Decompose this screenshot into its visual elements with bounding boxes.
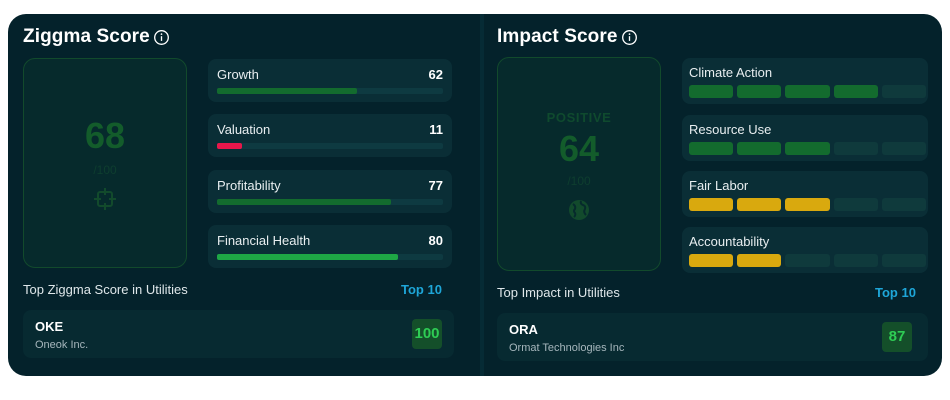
company-score-badge: 100 bbox=[412, 319, 442, 349]
impact-segments bbox=[689, 198, 927, 211]
metric-profitability[interactable]: Profitability 77 bbox=[208, 170, 452, 213]
metric-value: 11 bbox=[429, 122, 443, 137]
metric-bar-fill bbox=[217, 88, 358, 94]
company-score-badge: 87 bbox=[882, 322, 912, 352]
impact-score-box: POSITIVE 64 /100 bbox=[497, 57, 661, 271]
impact-segments bbox=[689, 85, 927, 98]
top-company-row[interactable]: OKE Oneok Inc. 100 bbox=[23, 310, 454, 358]
impact-rating: POSITIVE bbox=[546, 110, 612, 125]
impact-score-denominator: /100 bbox=[567, 174, 591, 188]
panel-divider bbox=[480, 14, 484, 376]
ziggma-title-row: Ziggma Score bbox=[23, 26, 170, 48]
segment bbox=[785, 198, 830, 211]
impact-score-panel: Impact Score POSITIVE 64 /100 Climate Ac… bbox=[484, 14, 942, 376]
ziggma-score-box: 68 /100 bbox=[23, 58, 187, 268]
metric-bar-track bbox=[217, 143, 443, 149]
segment bbox=[737, 142, 782, 155]
metric-financial-health[interactable]: Financial Health 80 bbox=[208, 225, 452, 268]
impact-metric-label: Climate Action bbox=[689, 65, 773, 80]
metric-growth[interactable]: Growth 62 bbox=[208, 59, 452, 102]
impact-metric-fair-labor[interactable]: Fair Labor bbox=[682, 171, 928, 217]
impact-segments bbox=[689, 254, 927, 267]
metric-bar-fill bbox=[217, 254, 398, 260]
ziggma-score-title: Ziggma Score bbox=[23, 26, 150, 47]
segment bbox=[833, 142, 878, 155]
impact-metric-label: Fair Labor bbox=[689, 178, 749, 193]
metric-bar-track bbox=[217, 88, 443, 94]
segment bbox=[737, 85, 782, 98]
ziggma-score-denominator: /100 bbox=[93, 163, 117, 177]
impact-metric-label: Accountability bbox=[689, 234, 770, 249]
metric-bar-fill bbox=[217, 199, 392, 205]
top-ziggma-label: Top Ziggma Score in Utilities bbox=[23, 282, 188, 297]
metric-value: 62 bbox=[428, 67, 443, 82]
metric-bar-track bbox=[217, 254, 443, 260]
segment bbox=[785, 254, 830, 267]
info-circle-icon[interactable] bbox=[153, 29, 170, 46]
metric-label: Valuation bbox=[217, 122, 271, 137]
segment bbox=[881, 142, 927, 155]
impact-title-row: Impact Score bbox=[497, 26, 638, 48]
metric-value: 80 bbox=[428, 233, 443, 248]
segment bbox=[881, 85, 927, 98]
metric-valuation[interactable]: Valuation 11 bbox=[208, 114, 452, 157]
segment bbox=[737, 254, 782, 267]
segment bbox=[689, 85, 734, 98]
company-ticker: ORA bbox=[509, 322, 538, 337]
segment bbox=[785, 142, 830, 155]
segment bbox=[785, 85, 830, 98]
metric-label: Growth bbox=[217, 67, 259, 82]
impact-metric-resource-use[interactable]: Resource Use bbox=[682, 115, 928, 161]
ziggma-score-value: 68 bbox=[84, 115, 126, 156]
globe-icon bbox=[569, 200, 589, 220]
metric-value: 77 bbox=[428, 178, 443, 193]
impact-score-title: Impact Score bbox=[497, 26, 618, 47]
segment bbox=[833, 198, 878, 211]
impact-metric-label: Resource Use bbox=[689, 122, 772, 137]
company-name: Ormat Technologies Inc bbox=[509, 342, 625, 354]
impact-metric-accountability[interactable]: Accountability bbox=[682, 227, 928, 273]
top-10-link[interactable]: Top 10 bbox=[401, 282, 442, 297]
segment bbox=[737, 198, 782, 211]
segment bbox=[689, 254, 734, 267]
segment bbox=[833, 254, 878, 267]
company-name: Oneok Inc. bbox=[35, 339, 89, 351]
segment bbox=[689, 142, 734, 155]
metric-bar-fill bbox=[217, 143, 242, 149]
impact-metric-climate-action[interactable]: Climate Action bbox=[682, 58, 928, 104]
segment bbox=[881, 254, 927, 267]
crosshair-icon bbox=[94, 188, 116, 210]
metric-label: Financial Health bbox=[217, 233, 311, 248]
ziggma-score-panel: Ziggma Score 68 /100 Growth 62 bbox=[8, 14, 480, 376]
impact-segments bbox=[689, 142, 927, 155]
top-10-link[interactable]: Top 10 bbox=[875, 285, 916, 300]
segment bbox=[881, 198, 927, 211]
segment bbox=[833, 85, 878, 98]
impact-score-value: 64 bbox=[558, 128, 600, 169]
top-impact-label: Top Impact in Utilities bbox=[497, 285, 620, 300]
scores-card: Ziggma Score 68 /100 Growth 62 bbox=[8, 14, 942, 376]
info-circle-icon[interactable] bbox=[621, 29, 638, 46]
company-ticker: OKE bbox=[35, 319, 64, 334]
top-company-row[interactable]: ORA Ormat Technologies Inc 87 bbox=[497, 313, 928, 361]
metric-label: Profitability bbox=[217, 178, 281, 193]
segment bbox=[689, 198, 734, 211]
metric-bar-track bbox=[217, 199, 443, 205]
